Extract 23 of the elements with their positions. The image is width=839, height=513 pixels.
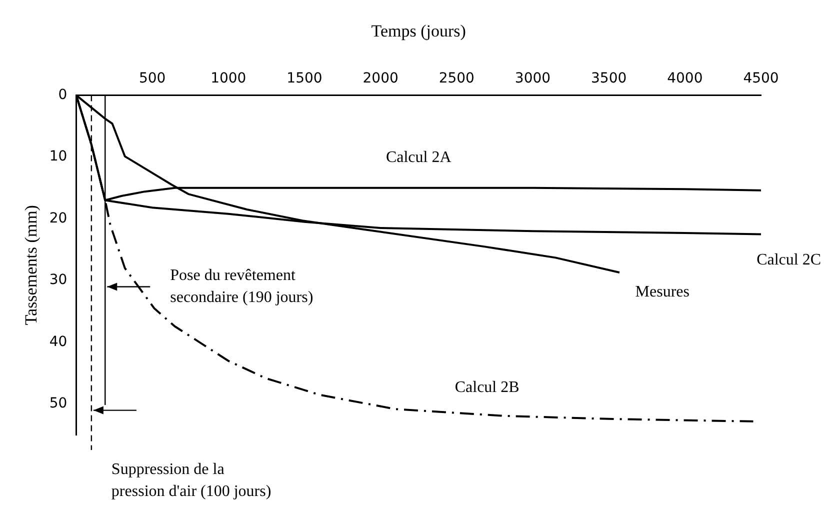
y-tick-label: 50	[49, 396, 68, 412]
x-tick-label: 2000	[362, 70, 398, 86]
series-label: Calcul 2C	[756, 251, 821, 268]
ref-line-label: Suppression de la pression d'air (100 jours)	[111, 461, 272, 500]
series-label: Calcul 2A	[386, 149, 452, 166]
x-tick-label: 1500	[286, 70, 322, 86]
x-tick-label: 4000	[667, 70, 703, 86]
y-tick-label: 10	[49, 148, 68, 165]
x-tick-label: 3000	[514, 70, 551, 86]
y-tick-label: 0	[58, 86, 68, 103]
x-tick-label: 1000	[210, 70, 246, 86]
y-tick-label: 20	[49, 210, 68, 226]
y-axis-title: Tassements (mm)	[22, 205, 41, 326]
x-tick-label: 2500	[438, 70, 474, 86]
series-label: Calcul 2B	[454, 379, 520, 396]
x-axis-title: Temps (jours)	[371, 22, 466, 41]
x-tick-label: 3500	[591, 70, 627, 86]
series-label: Mesures	[635, 284, 690, 301]
y-tick-label: 30	[49, 272, 68, 288]
x-tick-label: 500	[138, 70, 166, 86]
x-tick-label: 4500	[743, 70, 779, 86]
y-tick-label: 40	[49, 334, 68, 350]
ref-line-label: Pose du revêtement secondaire (190 jours)	[170, 266, 314, 306]
